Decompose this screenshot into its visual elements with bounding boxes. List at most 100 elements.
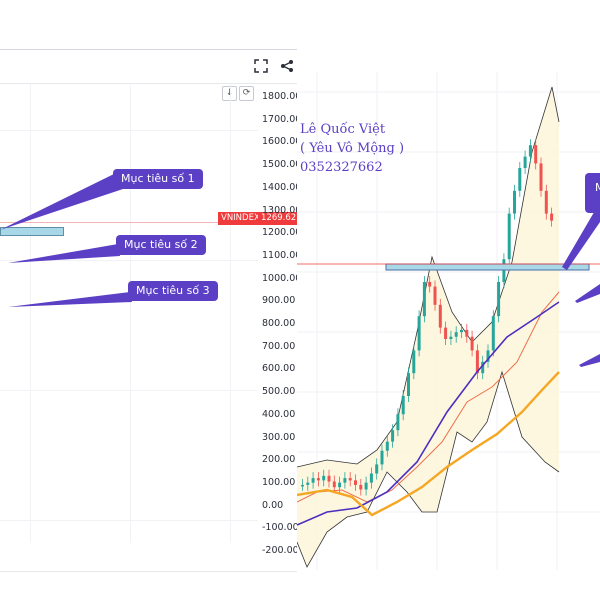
candle-body [359, 484, 363, 490]
fullscreen-button[interactable] [250, 55, 272, 77]
candle-body [539, 163, 543, 191]
candle-body [396, 414, 400, 431]
price-axis-label: 1100.00 [262, 249, 302, 261]
candle-body [301, 484, 304, 487]
price-tag: 1269.62 [258, 212, 300, 225]
price-axis-label: 600.00 [262, 363, 296, 375]
candle-body [412, 350, 416, 374]
ma-medium [297, 301, 560, 526]
target-label-3: Mục tiêu số 3 [128, 281, 218, 301]
candle-body [449, 336, 453, 339]
candle-body [486, 350, 490, 362]
candle-body [475, 350, 479, 374]
bollinger-lower [297, 370, 560, 568]
candle-body [481, 361, 485, 374]
ma-long [297, 371, 560, 517]
candle-body [428, 282, 432, 287]
target-pointer [562, 202, 600, 270]
grid-line [0, 390, 258, 391]
candle-body [322, 475, 326, 481]
target-label-2: Mục tiêu số 2 [116, 235, 206, 255]
price-axis-label: 1400.00 [262, 181, 302, 193]
grid-line [0, 520, 258, 521]
target-label-1: Mục tiêu số 1 [113, 169, 203, 189]
candle-body [364, 482, 368, 490]
target-label-partial: M [585, 173, 600, 213]
candle-body [544, 190, 548, 214]
grid-line [0, 260, 258, 261]
candle-body [433, 286, 437, 305]
left-chart-panel [0, 49, 297, 572]
candle-body [316, 478, 320, 481]
candle-body [491, 316, 495, 351]
price-axis-label: 100.00 [262, 476, 296, 488]
candle-body [417, 316, 421, 351]
candle-body [422, 282, 426, 317]
candle-body [332, 481, 336, 488]
candle-body [465, 329, 469, 337]
candle-body [348, 478, 352, 481]
candle-body [513, 190, 516, 214]
price-axis-label: 900.00 [262, 295, 296, 307]
candle-body [343, 478, 347, 483]
grid-line [230, 83, 231, 543]
author-annotation: Lê Quốc Việt ( Yêu Vô Mộng ) 0352327662 [300, 120, 404, 177]
price-axis-label: 800.00 [262, 318, 296, 329]
candle-body [460, 329, 463, 333]
author-name: Lê Quốc Việt [300, 122, 386, 137]
price-axis-label: 1800.00 [262, 91, 302, 102]
candle-body [369, 473, 373, 483]
price-axis-label: 1600.00 [262, 136, 302, 148]
candle-body [391, 430, 395, 442]
reset-scale-button[interactable]: ⟳ [239, 86, 254, 101]
target-pointers [0, 172, 132, 307]
candle-body [523, 156, 527, 168]
price-axis-label: -200.00 [262, 545, 299, 556]
candle-body [401, 396, 405, 415]
author-phone: 0352327662 [300, 160, 383, 175]
price-axis-label: -100.00 [262, 522, 299, 534]
price-axis-label: 500.00 [262, 386, 296, 398]
scroll-down-button[interactable]: ↓ [222, 86, 237, 101]
share-icon [281, 60, 293, 72]
candle-body [444, 327, 448, 339]
candle-body [438, 304, 442, 328]
author-alias: ( Yêu Vô Mộng ) [300, 141, 405, 156]
candle-body [502, 259, 506, 282]
price-line [0, 222, 258, 223]
price-axis-label: 0.00 [262, 499, 284, 511]
candle-body [385, 441, 389, 451]
candle-body [454, 332, 458, 337]
target-pointer [579, 354, 600, 367]
candle-body [306, 482, 310, 485]
share-button[interactable] [276, 55, 298, 77]
candle-body [354, 480, 357, 485]
candle-body [507, 213, 511, 260]
candle-body [407, 373, 410, 396]
price-axis-label: 400.00 [262, 408, 296, 420]
candle-body [375, 464, 379, 474]
ma-short [297, 291, 560, 503]
candle-body [380, 450, 384, 465]
candle-body [470, 336, 474, 351]
price-axis-label: 300.00 [262, 431, 296, 443]
chart-toolbar [0, 49, 297, 84]
candle-body [518, 168, 522, 191]
price-axis-label: 1000.00 [262, 272, 302, 284]
candle-body [550, 213, 554, 221]
price-axis-label: 1200.00 [262, 227, 302, 239]
grid-line [130, 83, 131, 543]
grid-line [30, 83, 31, 543]
candle-body [338, 482, 342, 488]
grid-line [0, 130, 258, 131]
target-zone-band [0, 227, 64, 236]
candle-body [327, 475, 331, 482]
candlestick-chart [297, 72, 600, 570]
candle-body [528, 145, 532, 157]
candle-body [497, 282, 501, 317]
price-axis-label: 200.00 [262, 454, 296, 466]
candle-body [311, 478, 315, 483]
target-pointer [575, 284, 600, 303]
price-axis-label: 1300.00 [262, 204, 302, 216]
bollinger-upper [297, 86, 560, 468]
